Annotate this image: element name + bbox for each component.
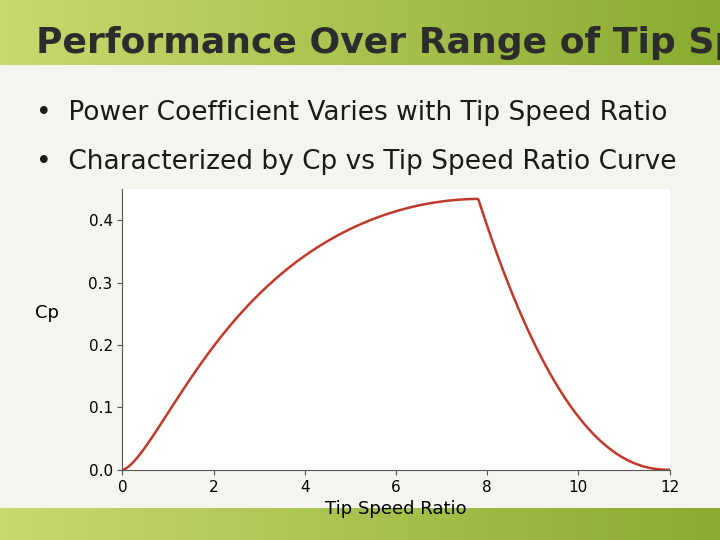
X-axis label: Tip Speed Ratio: Tip Speed Ratio bbox=[325, 500, 467, 518]
Text: Cp: Cp bbox=[35, 304, 59, 322]
Text: •  Power Coefficient Varies with Tip Speed Ratio: • Power Coefficient Varies with Tip Spee… bbox=[36, 100, 667, 126]
Text: Performance Over Range of Tip Speed Ratios: Performance Over Range of Tip Speed Rati… bbox=[36, 26, 720, 60]
Text: •  Characterized by Cp vs Tip Speed Ratio Curve: • Characterized by Cp vs Tip Speed Ratio… bbox=[36, 149, 677, 175]
